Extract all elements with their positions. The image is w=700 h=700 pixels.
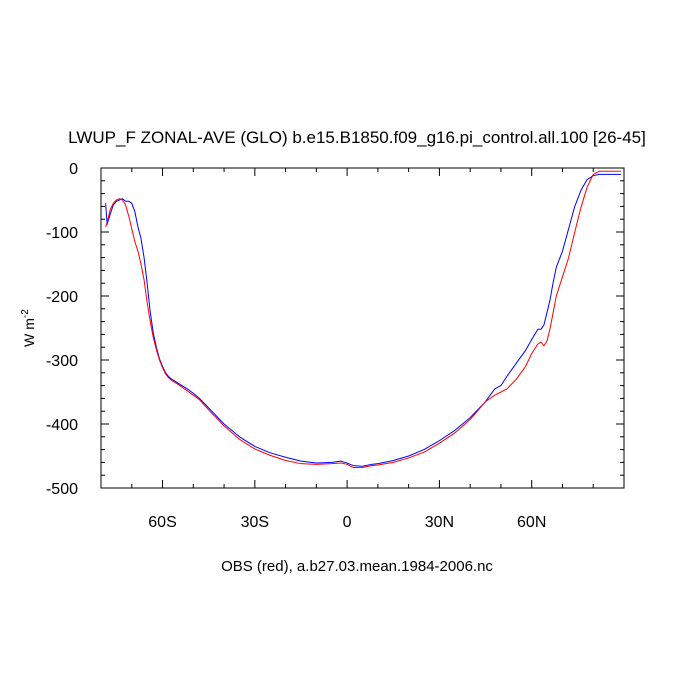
chart-caption: OBS (red), a.b27.03.mean.1984-2006.nc <box>221 558 493 575</box>
y-tick-label: -200 <box>46 289 78 306</box>
tick-marks <box>100 167 625 489</box>
y-tick-label: -500 <box>46 481 78 498</box>
series-layer <box>105 170 621 469</box>
x-tick-label: 30N <box>425 514 454 531</box>
y-tick-label: -400 <box>46 417 78 434</box>
y-tick-label: 0 <box>69 161 78 178</box>
x-tick-label: 30S <box>241 514 269 531</box>
y-axis-label-exponent: -2 <box>20 309 31 318</box>
y-axis-label: W m-2 <box>20 309 37 347</box>
plot-frame <box>100 167 625 489</box>
x-tick-label: 60N <box>517 514 546 531</box>
chart-title: LWUP_F ZONAL-AVE (GLO) b.e15.B1850.f09_g… <box>68 128 646 147</box>
y-tick-label: -100 <box>46 225 78 242</box>
series-line-obs <box>105 170 621 469</box>
y-tick-label: -300 <box>46 353 78 370</box>
x-tick-labels: 60S 30S 0 30N 60N <box>148 514 546 531</box>
x-tick-label: 0 <box>343 514 352 531</box>
series-line-model <box>105 173 621 467</box>
x-tick-label: 60S <box>148 514 176 531</box>
y-axis-label-base: W m <box>21 318 37 347</box>
y-tick-labels: 0 -100 -200 -300 -400 -500 <box>46 161 78 498</box>
